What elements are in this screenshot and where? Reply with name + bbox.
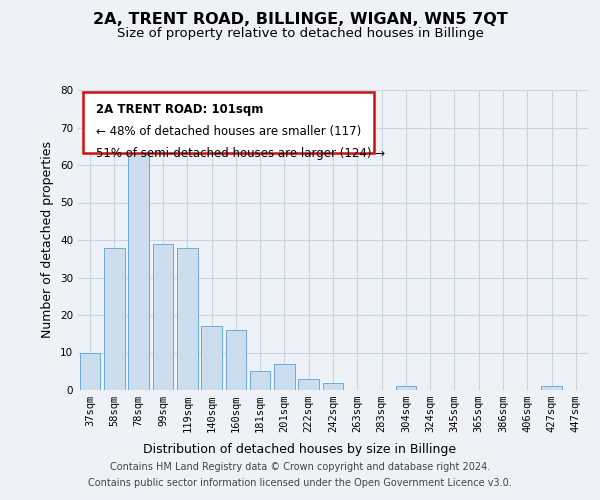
Bar (298, 379, 319, 390)
Bar (226, 330, 246, 390)
Bar (177, 248, 197, 390)
Bar (104, 248, 125, 390)
Text: Contains HM Land Registry data © Crown copyright and database right 2024.: Contains HM Land Registry data © Crown c… (110, 462, 490, 472)
Bar (80, 352, 100, 390)
Bar (250, 371, 271, 390)
Bar (274, 364, 295, 390)
Text: ← 48% of detached houses are smaller (117): ← 48% of detached houses are smaller (11… (96, 125, 361, 138)
Bar (323, 382, 343, 390)
Bar (541, 386, 562, 390)
Text: Contains public sector information licensed under the Open Government Licence v3: Contains public sector information licen… (88, 478, 512, 488)
Text: Distribution of detached houses by size in Billinge: Distribution of detached houses by size … (143, 442, 457, 456)
Bar (395, 386, 416, 390)
Y-axis label: Number of detached properties: Number of detached properties (41, 142, 55, 338)
Bar (152, 244, 173, 390)
Text: 51% of semi-detached houses are larger (124) →: 51% of semi-detached houses are larger (… (96, 146, 385, 160)
Text: 2A TRENT ROAD: 101sqm: 2A TRENT ROAD: 101sqm (96, 104, 263, 117)
Bar (201, 326, 222, 390)
Text: Size of property relative to detached houses in Billinge: Size of property relative to detached ho… (116, 28, 484, 40)
FancyBboxPatch shape (83, 92, 374, 153)
Text: 2A, TRENT ROAD, BILLINGE, WIGAN, WN5 7QT: 2A, TRENT ROAD, BILLINGE, WIGAN, WN5 7QT (92, 12, 508, 28)
Bar (128, 142, 149, 390)
